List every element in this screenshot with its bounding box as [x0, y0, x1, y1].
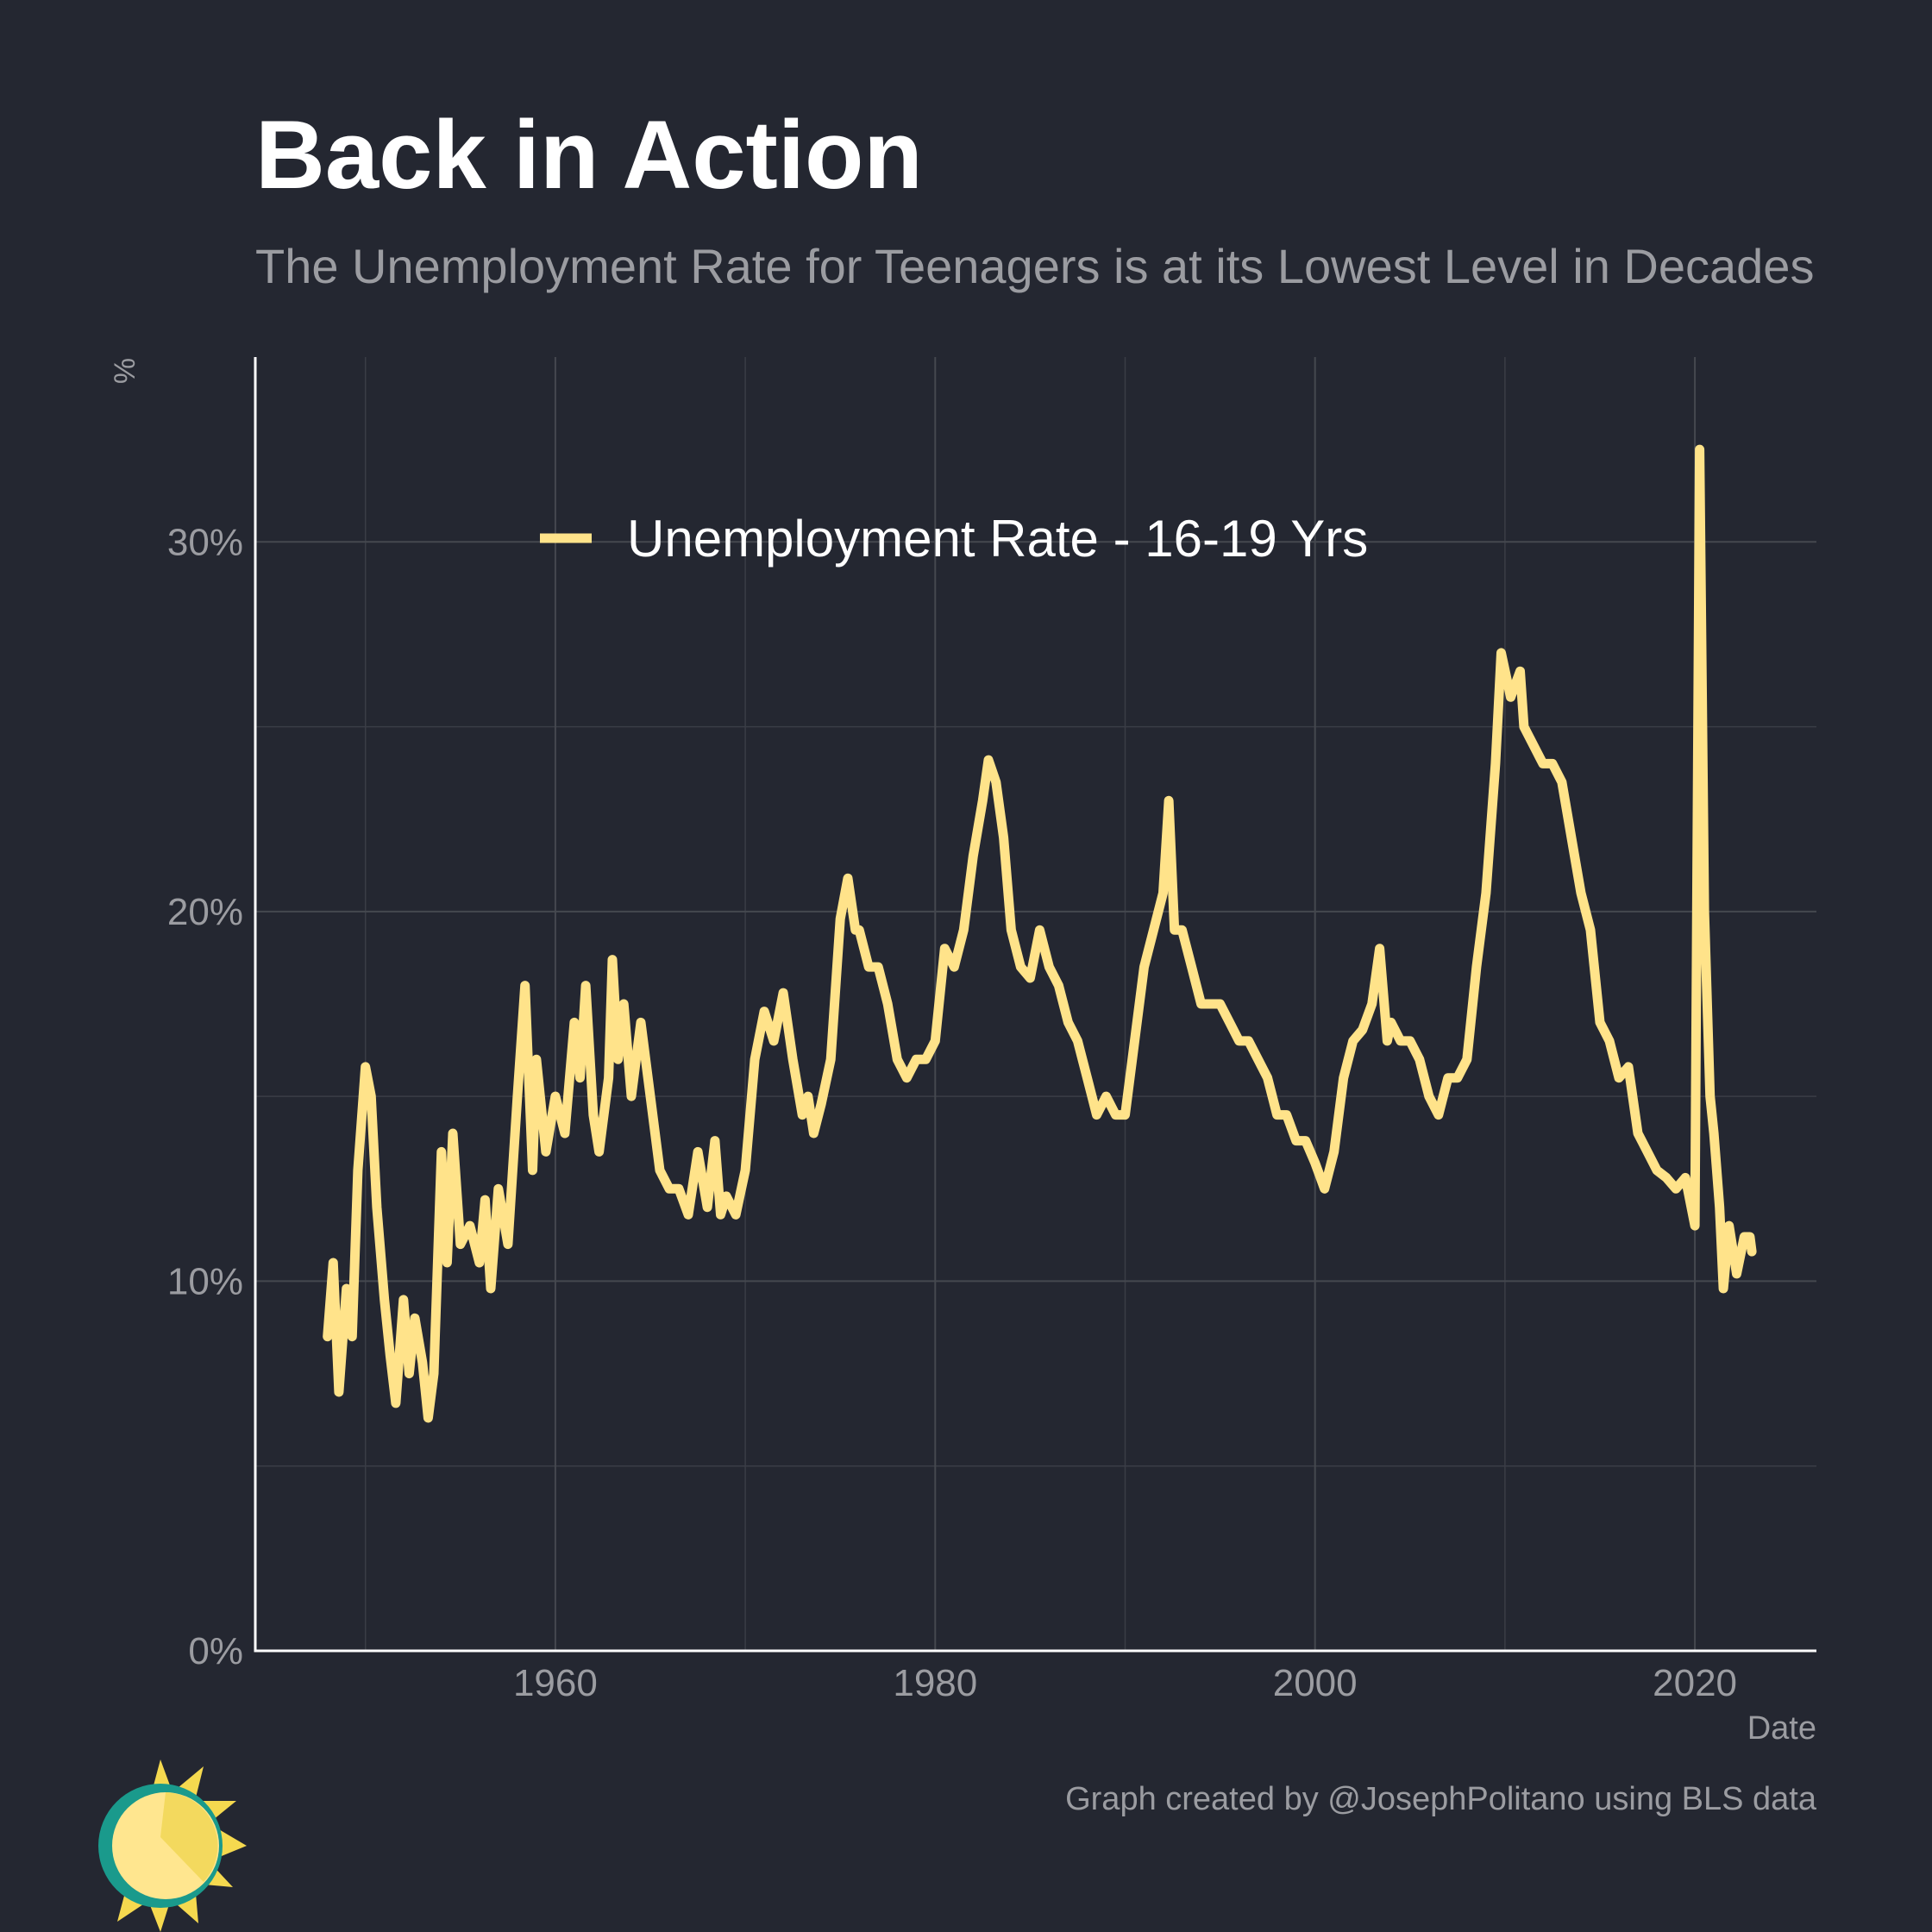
y-axis-label: %: [109, 358, 141, 384]
x-tick-label: 1960: [513, 1662, 598, 1704]
y-tick-label: 20%: [167, 891, 243, 933]
chart-title: Back in Action: [255, 101, 923, 209]
y-tick-label: 30%: [167, 521, 243, 563]
y-tick-label: 0%: [188, 1630, 243, 1672]
logo-shade: [160, 1792, 218, 1882]
y-tick-label: 10%: [167, 1260, 243, 1302]
chart-subtitle: The Unemployment Rate for Teenagers is a…: [255, 239, 1814, 293]
x-axis-label: Date: [1747, 1710, 1816, 1747]
logo: [98, 1760, 247, 1932]
data-line: [323, 444, 1757, 1423]
caption: Graph created by @JosephPolitano using B…: [1065, 1781, 1817, 1817]
x-tick-label: 2000: [1273, 1662, 1358, 1704]
x-tick-label: 2020: [1653, 1662, 1737, 1704]
x-tick-label: 1980: [893, 1662, 977, 1704]
plot-area: 0% 10% 20% 30% 1960 1980 2000 2020 Unemployment …: [167, 357, 1816, 1704]
legend-label: Unemployment Rate - 16-19 Yrs: [627, 510, 1368, 568]
